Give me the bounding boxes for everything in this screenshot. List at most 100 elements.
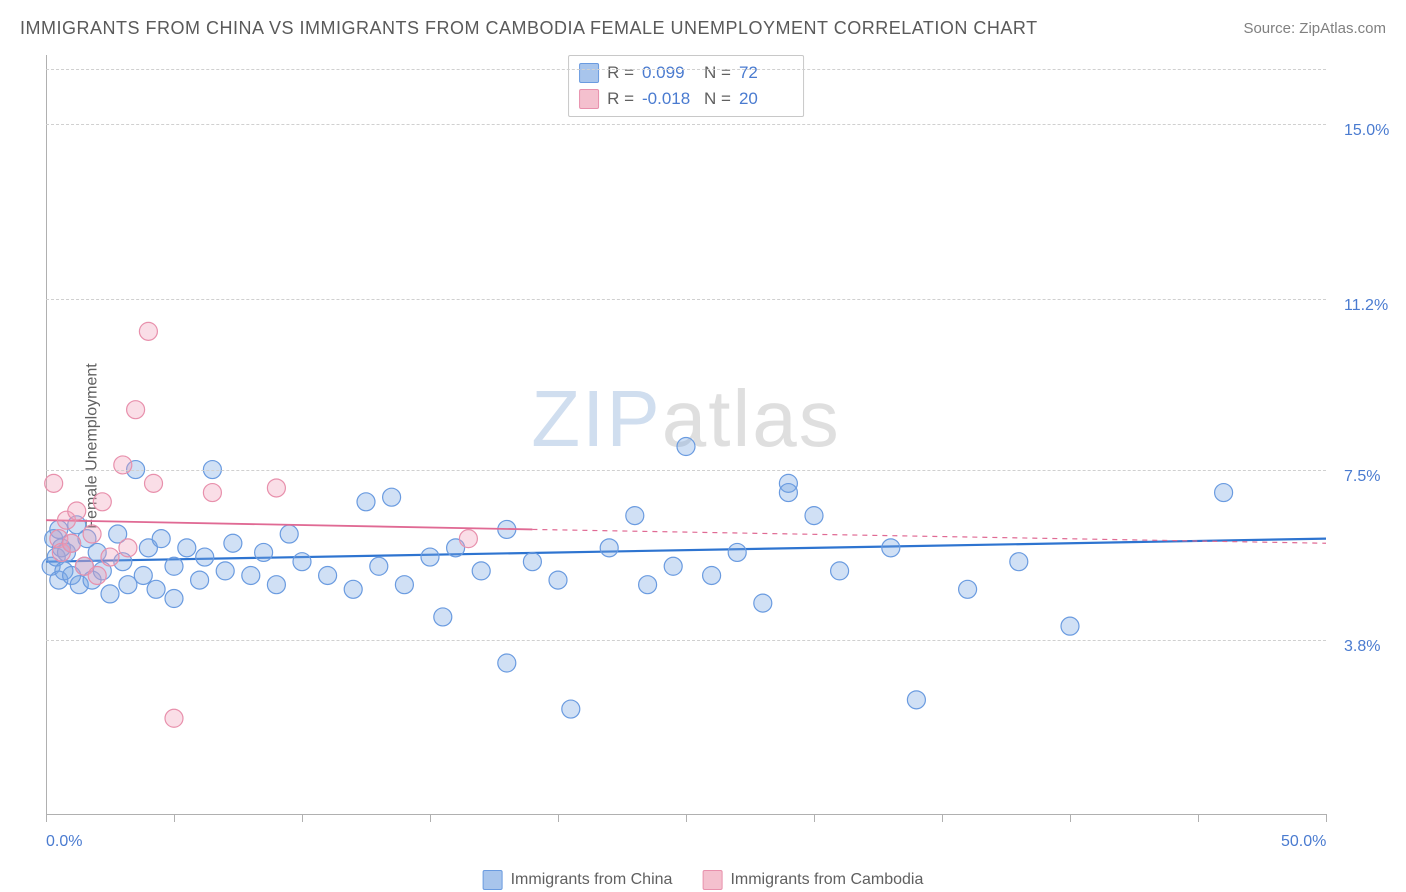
plot-area: ZIPatlas R = 0.099 N = 72 R = -0.018 N =… bbox=[46, 55, 1326, 815]
xtick bbox=[430, 814, 431, 822]
stats-n-cambodia: 20 bbox=[739, 86, 793, 112]
stats-r-label: R = bbox=[607, 86, 634, 112]
scatter-point-cambodia bbox=[68, 502, 86, 520]
scatter-point-cambodia bbox=[63, 534, 81, 552]
stats-n-china: 72 bbox=[739, 60, 793, 86]
scatter-point-cambodia bbox=[83, 525, 101, 543]
scatter-point-china bbox=[395, 576, 413, 594]
scatter-point-china bbox=[152, 530, 170, 548]
scatter-point-china bbox=[370, 557, 388, 575]
scatter-point-china bbox=[165, 557, 183, 575]
scatter-point-china bbox=[626, 507, 644, 525]
gridline-h bbox=[46, 299, 1326, 300]
legend-item-cambodia: Immigrants from Cambodia bbox=[702, 870, 923, 890]
ytick-label: 11.2% bbox=[1344, 297, 1388, 315]
xtick-label: 0.0% bbox=[46, 833, 82, 851]
xtick-label: 50.0% bbox=[1281, 833, 1326, 851]
stats-r-cambodia: -0.018 bbox=[642, 86, 696, 112]
legend-label-china: Immigrants from China bbox=[511, 871, 673, 889]
stats-swatch-china bbox=[579, 63, 599, 83]
scatter-point-china bbox=[165, 590, 183, 608]
ytick-label: 7.5% bbox=[1344, 468, 1380, 486]
legend: Immigrants from China Immigrants from Ca… bbox=[483, 870, 924, 890]
scatter-point-china bbox=[472, 562, 490, 580]
legend-label-cambodia: Immigrants from Cambodia bbox=[730, 871, 923, 889]
scatter-point-cambodia bbox=[45, 474, 63, 492]
scatter-point-china bbox=[242, 566, 260, 584]
xtick bbox=[1070, 814, 1071, 822]
scatter-point-cambodia bbox=[114, 456, 132, 474]
stats-box: R = 0.099 N = 72 R = -0.018 N = 20 bbox=[568, 55, 804, 117]
scatter-point-cambodia bbox=[127, 401, 145, 419]
scatter-point-china bbox=[959, 580, 977, 598]
scatter-point-china bbox=[1061, 617, 1079, 635]
stats-n-label: N = bbox=[704, 86, 731, 112]
scatter-point-china bbox=[562, 700, 580, 718]
xtick bbox=[174, 814, 175, 822]
scatter-point-cambodia bbox=[267, 479, 285, 497]
scatter-point-china bbox=[255, 543, 273, 561]
scatter-point-china bbox=[357, 493, 375, 511]
xtick bbox=[302, 814, 303, 822]
scatter-point-china bbox=[907, 691, 925, 709]
chart-svg bbox=[46, 55, 1326, 814]
xtick bbox=[1198, 814, 1199, 822]
xtick bbox=[942, 814, 943, 822]
scatter-point-cambodia bbox=[101, 548, 119, 566]
scatter-point-china bbox=[779, 484, 797, 502]
scatter-point-china bbox=[831, 562, 849, 580]
scatter-point-china bbox=[805, 507, 823, 525]
scatter-point-china bbox=[523, 553, 541, 571]
scatter-point-cambodia bbox=[165, 709, 183, 727]
scatter-point-cambodia bbox=[203, 484, 221, 502]
scatter-point-china bbox=[319, 566, 337, 584]
scatter-point-china bbox=[664, 557, 682, 575]
scatter-point-china bbox=[196, 548, 214, 566]
xtick bbox=[686, 814, 687, 822]
stats-row-cambodia: R = -0.018 N = 20 bbox=[579, 86, 793, 112]
legend-item-china: Immigrants from China bbox=[483, 870, 673, 890]
scatter-point-china bbox=[421, 548, 439, 566]
scatter-point-china bbox=[1215, 484, 1233, 502]
scatter-point-china bbox=[1010, 553, 1028, 571]
chart-title: IMMIGRANTS FROM CHINA VS IMMIGRANTS FROM… bbox=[20, 18, 1038, 39]
scatter-point-cambodia bbox=[93, 493, 111, 511]
scatter-point-china bbox=[191, 571, 209, 589]
scatter-point-china bbox=[267, 576, 285, 594]
scatter-point-china bbox=[344, 580, 362, 598]
gridline-h bbox=[46, 470, 1326, 471]
scatter-point-china bbox=[280, 525, 298, 543]
scatter-point-china bbox=[549, 571, 567, 589]
scatter-point-china bbox=[434, 608, 452, 626]
stats-r-china: 0.099 bbox=[642, 60, 696, 86]
scatter-point-china bbox=[178, 539, 196, 557]
scatter-point-china bbox=[383, 488, 401, 506]
scatter-point-china bbox=[728, 543, 746, 561]
stats-swatch-cambodia bbox=[579, 89, 599, 109]
scatter-point-cambodia bbox=[459, 530, 477, 548]
xtick bbox=[46, 814, 47, 822]
scatter-point-china bbox=[754, 594, 772, 612]
ytick-label: 15.0% bbox=[1344, 122, 1389, 140]
scatter-point-china bbox=[216, 562, 234, 580]
scatter-point-china bbox=[703, 566, 721, 584]
scatter-point-cambodia bbox=[139, 322, 157, 340]
scatter-point-china bbox=[677, 438, 695, 456]
scatter-point-china bbox=[639, 576, 657, 594]
gridline-h bbox=[46, 640, 1326, 641]
chart-source: Source: ZipAtlas.com bbox=[1243, 20, 1386, 37]
legend-swatch-china bbox=[483, 870, 503, 890]
xtick bbox=[814, 814, 815, 822]
stats-row-china: R = 0.099 N = 72 bbox=[579, 60, 793, 86]
scatter-point-china bbox=[134, 566, 152, 584]
scatter-point-china bbox=[293, 553, 311, 571]
ytick-label: 3.8% bbox=[1344, 638, 1380, 656]
regression-line-dash-cambodia bbox=[532, 529, 1326, 543]
scatter-point-cambodia bbox=[119, 539, 137, 557]
stats-r-label: R = bbox=[607, 60, 634, 86]
scatter-point-cambodia bbox=[88, 566, 106, 584]
scatter-point-china bbox=[147, 580, 165, 598]
scatter-point-china bbox=[600, 539, 618, 557]
scatter-point-china bbox=[882, 539, 900, 557]
xtick bbox=[558, 814, 559, 822]
